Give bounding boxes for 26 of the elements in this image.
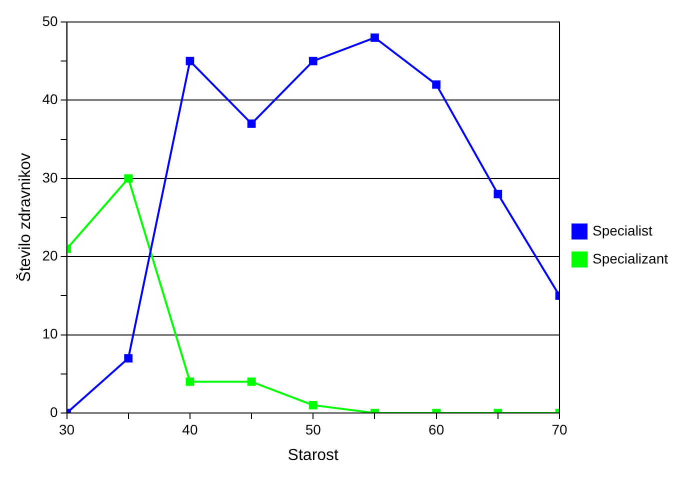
x-tick-label: 70 <box>552 421 568 438</box>
x-axis-title: Starost <box>288 446 340 464</box>
y-tick-label: 10 <box>42 326 58 342</box>
x-tick-label: 50 <box>305 421 322 438</box>
point <box>124 174 133 183</box>
point <box>247 119 256 128</box>
point <box>308 401 318 410</box>
point <box>124 354 133 362</box>
point <box>186 378 194 386</box>
legend-label: Specializant <box>592 250 668 266</box>
y-axis-title: Število zdravnikov <box>16 153 34 282</box>
y-tick-label: 0 <box>50 404 58 420</box>
point <box>494 190 502 198</box>
x-tick-label: 60 <box>428 421 444 438</box>
point <box>308 56 318 66</box>
legend-label: Specialist <box>592 222 653 238</box>
point <box>247 378 256 386</box>
y-tick-label: 20 <box>42 247 58 264</box>
x-tick-label: 30 <box>58 421 75 438</box>
x-tick-label: 40 <box>182 421 198 438</box>
point <box>370 33 379 42</box>
y-tick-label: 30 <box>42 169 58 186</box>
point <box>432 80 441 89</box>
y-tick-label: 50 <box>42 12 58 29</box>
y-tick-label: 40 <box>42 91 58 108</box>
point <box>186 56 194 66</box>
